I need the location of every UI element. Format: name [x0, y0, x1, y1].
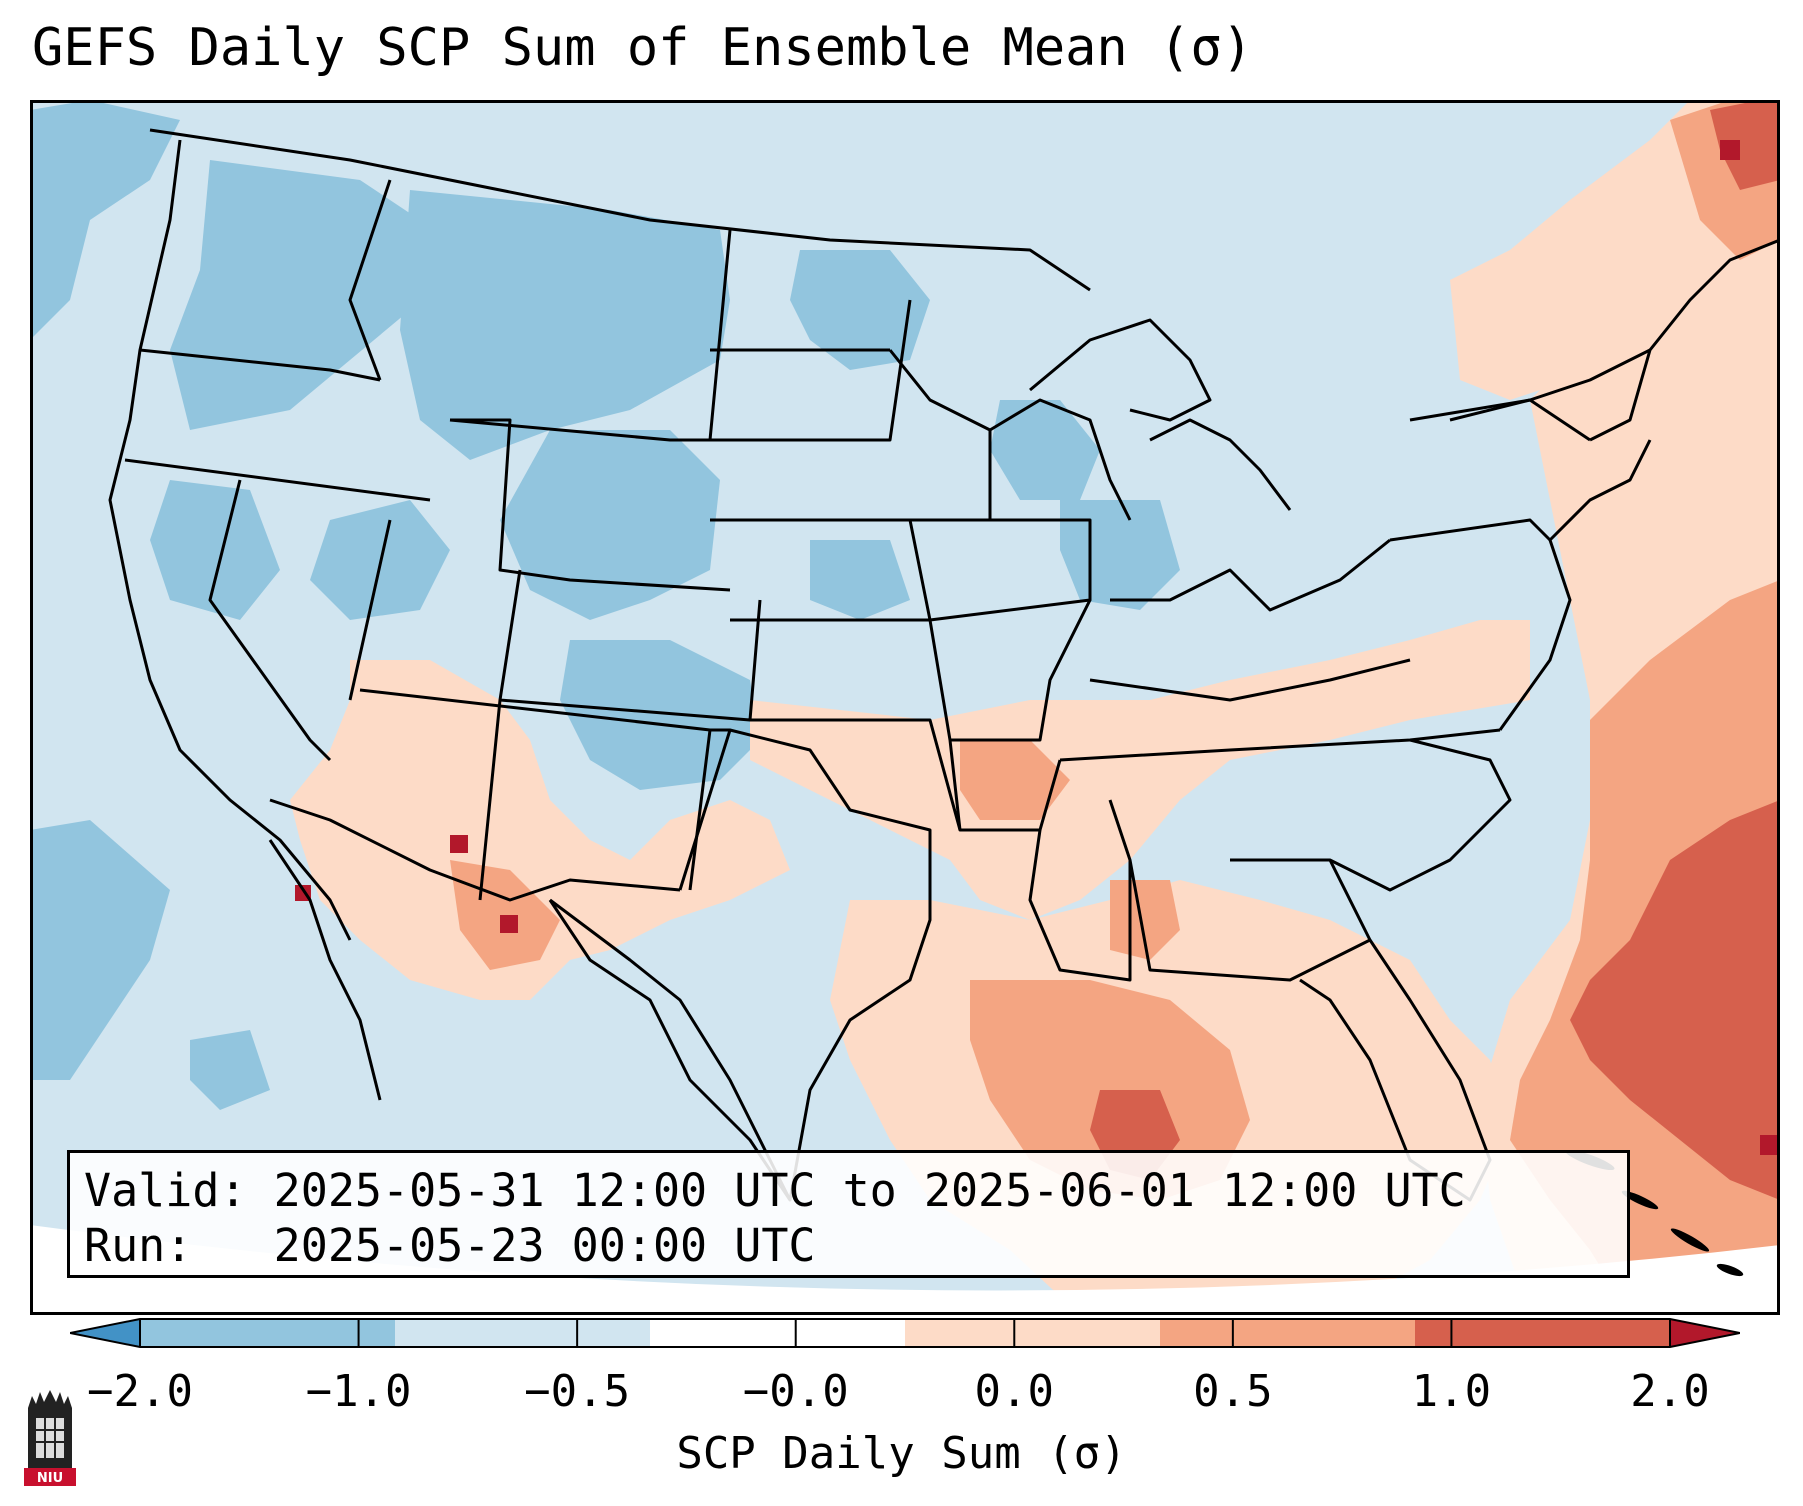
valid-value: 2025-05-31 12:00 UTC to 2025-06-01 12:00…: [273, 1164, 1466, 1217]
negative-area-pacific-nw: [30, 100, 180, 340]
colorbar-tick-label: 2.0: [1630, 1366, 1710, 1417]
negative-area-colorado: [560, 640, 760, 790]
field-strong-negative: [30, 100, 1180, 1110]
nevada-border: [208, 479, 332, 762]
ohio-valley: [1110, 538, 1391, 612]
negative-area-oregon-washington: [170, 160, 420, 430]
washington-oregon: [139, 348, 381, 382]
colorbar-segment: [650, 1319, 906, 1347]
positive-area-southern-plains: [750, 620, 1530, 920]
colorbar-segment: [1415, 1319, 1671, 1347]
strong-area-atlantic: [1570, 800, 1780, 1200]
positive-area-southwest: [290, 660, 790, 1000]
colorbar-segment: [395, 1319, 651, 1347]
colorbar-tick-label: 0.0: [974, 1366, 1055, 1417]
tennessee-kentucky: [1059, 658, 1501, 762]
niu-tower-icon: NIU: [24, 1390, 76, 1486]
us-canada-border: [149, 128, 1651, 422]
missouri-arkansas: [928, 599, 1092, 832]
extreme-cell-arizona: [450, 835, 468, 853]
extreme-cell-maine: [1720, 140, 1740, 160]
extreme-cell-atlantic: [1760, 1135, 1780, 1155]
carolinas: [1329, 738, 1512, 892]
colorbar-extend-high: [1670, 1319, 1740, 1347]
west-coast: [108, 139, 352, 941]
arizona-mexico: [269, 798, 681, 902]
run-label: Run:: [84, 1219, 193, 1272]
colorado-border: [498, 569, 762, 722]
negative-area-minnesota: [990, 400, 1100, 500]
new-mexico-border: [478, 699, 712, 901]
negative-area-idaho-montana: [400, 190, 730, 460]
idaho-border: [348, 179, 392, 381]
field-extreme-positive: [295, 140, 1780, 1155]
colorbar-tick-label: −2.0: [87, 1366, 193, 1417]
oregon-california: [124, 458, 431, 502]
colorbar-segments: [70, 1319, 1740, 1347]
colorbar-tick-label: 1.0: [1411, 1366, 1492, 1417]
strong-area-maine: [1710, 100, 1780, 190]
utah-border: [348, 418, 731, 701]
great-lakes: [1029, 318, 1292, 511]
run-value: 2025-05-23 00:00 UTC: [273, 1219, 816, 1272]
oklahoma: [750, 718, 962, 831]
negative-area-dakotas: [790, 250, 930, 370]
negative-area-wyoming: [500, 430, 720, 620]
domain-edge: [30, 1225, 1780, 1315]
scp-map: [30, 100, 1780, 1315]
negative-area-california: [150, 480, 280, 620]
negative-area-pacific-sw: [30, 820, 170, 1080]
colorbar-label: SCP Daily Sum (σ): [676, 1428, 1127, 1479]
map-frame: [30, 100, 1780, 1315]
texas: [548, 728, 932, 1202]
mississippi-river-states: [1028, 799, 1132, 982]
map-title: GEFS Daily SCP Sum of Ensemble Mean (σ): [32, 18, 1253, 78]
extreme-cell-new-mexico: [500, 915, 518, 933]
moderate-area-arkansas: [960, 740, 1070, 820]
negative-area-nebraska: [810, 540, 910, 620]
map-border: [30, 100, 1780, 1315]
pennsylvania-new-york: [1389, 398, 1591, 542]
colorbar-outline: [70, 1318, 1740, 1348]
colorbar-tick-label: −0.0: [742, 1366, 849, 1417]
niu-logo-text: NIU: [37, 1471, 63, 1486]
colorbar-segment: [140, 1319, 396, 1347]
colorbar-tick-label: −1.0: [305, 1366, 412, 1417]
dakotas: [708, 229, 912, 442]
alabama-georgia: [1128, 858, 1372, 982]
colorbar: [70, 1318, 1740, 1348]
colorbar-tick-label: 0.5: [1193, 1366, 1273, 1417]
colorbar-tick-label: −0.5: [524, 1366, 631, 1417]
valid-label: Valid:: [84, 1164, 247, 1217]
moderate-area-mississippi: [1110, 880, 1180, 960]
colorbar-segment: [1160, 1319, 1416, 1347]
colorbar-segment: [905, 1319, 1161, 1347]
wisconsin-illinois: [989, 398, 1132, 521]
valid-run-info-box: Valid: 2025-05-31 12:00 UTC to 2025-06-0…: [67, 1150, 1630, 1278]
baja-peninsula: [268, 839, 382, 1101]
colorbar-extend-low: [70, 1319, 140, 1347]
negative-area-baja: [190, 1030, 270, 1110]
new-england: [1589, 238, 1780, 442]
